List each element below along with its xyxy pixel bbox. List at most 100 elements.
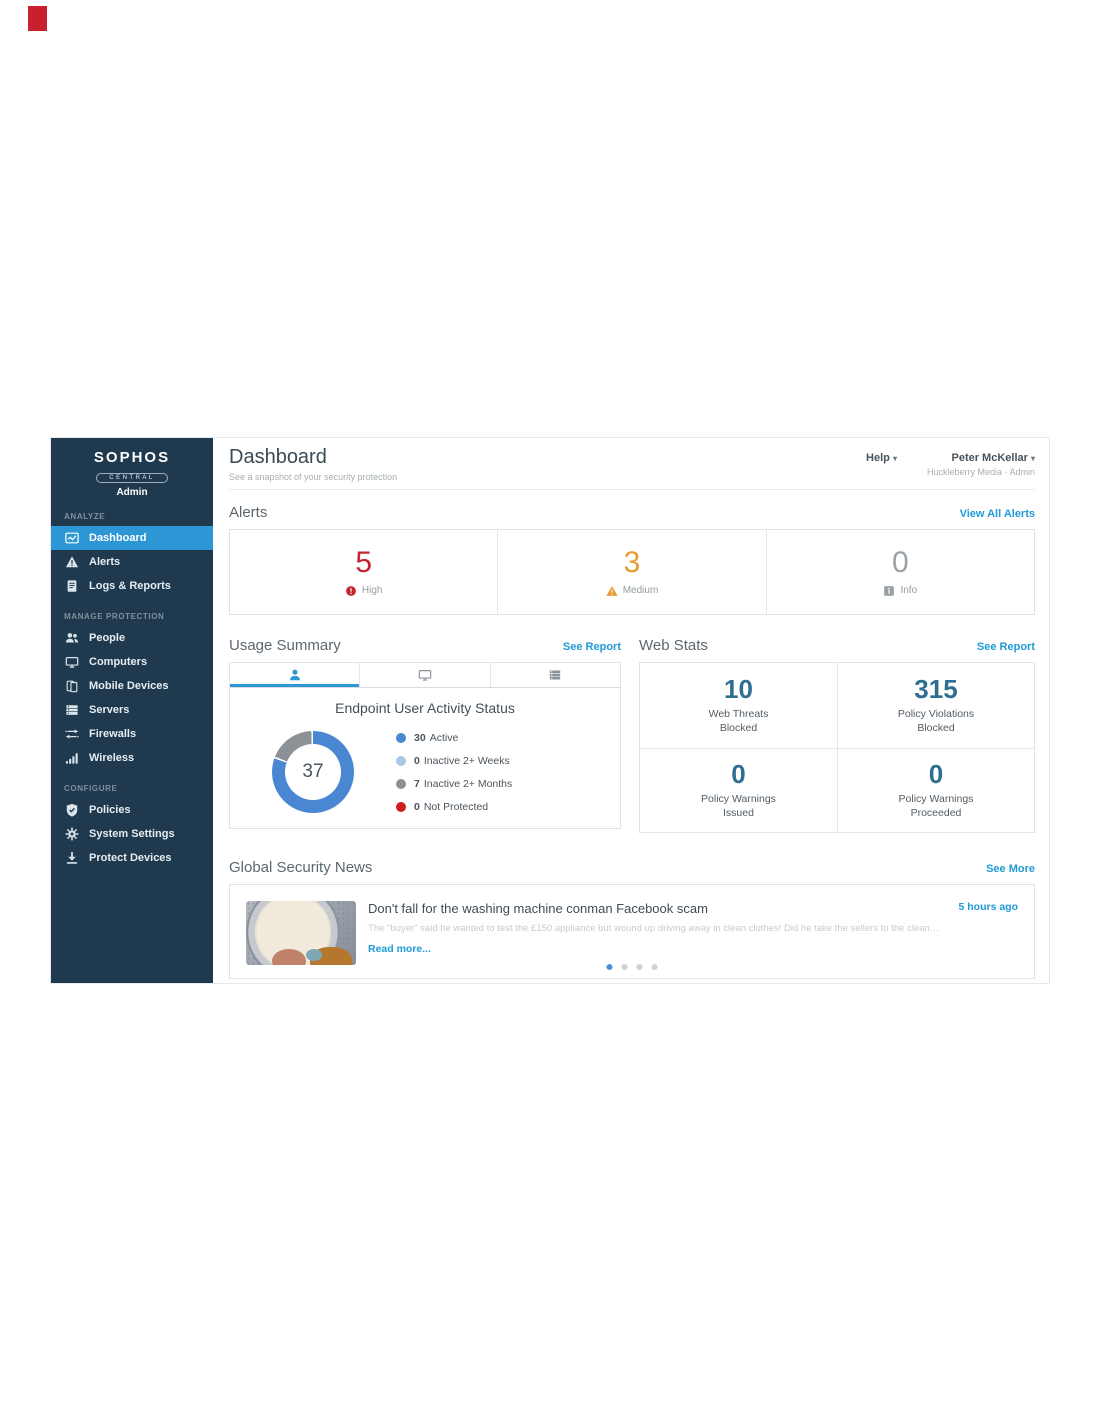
dashboard-icon xyxy=(64,530,80,546)
alert-info-label: Info xyxy=(900,585,918,596)
web-stats-panel: 10 Web Threats Blocked 315 Policy Violati… xyxy=(639,662,1035,833)
sidebar-item-wireless[interactable]: Wireless xyxy=(51,746,213,770)
sidebar-item-label: Protect Devices xyxy=(89,852,172,864)
brand-product-badge: CENTRAL xyxy=(96,473,168,483)
wireless-signal-icon xyxy=(64,750,80,766)
news-content: Don't fall for the washing machine conma… xyxy=(368,901,944,965)
page-subtitle: See a snapshot of your security protecti… xyxy=(229,472,398,482)
user-org: Huckleberry Media · Admin xyxy=(926,467,1035,477)
news-title[interactable]: Don't fall for the washing machine conma… xyxy=(368,901,708,916)
legend-item-inactive-weeks: 0 Inactive 2+ Weeks xyxy=(396,755,512,767)
tab-users[interactable] xyxy=(230,663,359,687)
page-header-left: Dashboard See a snapshot of your securit… xyxy=(229,446,397,482)
alerts-panel: 5 High 3 Medium 0 xyxy=(229,529,1035,615)
servers-icon xyxy=(550,670,561,680)
alerts-heading: Alerts xyxy=(229,504,268,521)
legend-dot-not-protected xyxy=(396,801,406,812)
alert-triangle-icon xyxy=(64,554,80,570)
news-heading: Global Security News xyxy=(229,859,373,876)
news-item: Don't fall for the washing machine conma… xyxy=(246,901,1018,965)
red-corner-artifact xyxy=(28,6,47,31)
sidebar-item-servers[interactable]: Servers xyxy=(51,698,213,722)
sidebar-item-people[interactable]: People xyxy=(51,626,213,650)
sidebar-section-analyze: ANALYZE xyxy=(64,512,106,521)
help-menu[interactable]: Help ▾ xyxy=(866,452,897,464)
sidebar-item-mobile-devices[interactable]: Mobile Devices xyxy=(51,674,213,698)
alerts-section: Alerts View All Alerts 5 High 3 Medium xyxy=(229,504,1035,615)
stat-label: Policy Warnings Proceeded xyxy=(898,792,974,819)
usage-see-report-link[interactable]: See Report xyxy=(562,641,621,653)
legend-item-active: 30 Active xyxy=(396,732,512,744)
alert-high-column[interactable]: 5 High xyxy=(230,530,497,614)
sidebar-item-policies[interactable]: Policies xyxy=(51,798,213,822)
sidebar-item-label: Mobile Devices xyxy=(89,680,169,692)
summary-row: Usage Summary See Report xyxy=(229,637,1035,833)
high-alert-icon xyxy=(346,585,356,596)
page-title: Dashboard xyxy=(229,446,327,468)
alert-info-column[interactable]: 0 Info xyxy=(765,530,1034,614)
donut-chart-title: Endpoint User Activity Status xyxy=(335,700,515,716)
brand-role: Admin xyxy=(116,487,148,498)
news-thumbnail-washing-machine[interactable] xyxy=(246,901,356,965)
usage-tabs xyxy=(230,663,620,688)
tab-servers[interactable] xyxy=(489,663,620,687)
brand-name: SOPHOS xyxy=(93,449,171,466)
alert-medium-column[interactable]: 3 Medium xyxy=(497,530,765,614)
stat-value: 0 xyxy=(928,758,944,789)
webstats-see-report-link[interactable]: See Report xyxy=(976,641,1035,653)
sidebar-item-label: Computers xyxy=(89,656,148,668)
chevron-down-icon: ▾ xyxy=(892,454,897,463)
sidebar-item-logs-reports[interactable]: Logs & Reports xyxy=(51,574,213,598)
carousel-dot-4[interactable] xyxy=(651,964,658,970)
alert-high-label: High xyxy=(361,585,383,596)
legend-item-inactive-months: 7 Inactive 2+ Months xyxy=(396,778,512,790)
stat-value: 315 xyxy=(914,673,958,704)
sidebar-section-manage-protection: MANAGE PROTECTION xyxy=(64,612,165,621)
sidebar-item-label: System Settings xyxy=(89,828,175,840)
sidebar-item-dashboard[interactable]: Dashboard xyxy=(51,526,213,550)
sidebar-item-computers[interactable]: Computers xyxy=(51,650,213,674)
carousel-dot-2[interactable] xyxy=(621,964,628,970)
stat-policy-warnings-issued: 0 Policy Warnings Issued xyxy=(640,747,837,833)
alert-high-count: 5 xyxy=(355,545,372,579)
monitor-icon xyxy=(418,670,432,681)
people-icon xyxy=(64,630,80,646)
sidebar-item-label: Dashboard xyxy=(89,532,147,544)
sidebar-item-system-settings[interactable]: System Settings xyxy=(51,822,213,846)
alert-medium-count: 3 xyxy=(623,545,641,579)
legend-dot-inactive-months xyxy=(396,778,406,789)
news-excerpt: The "buyer" said he wanted to test the £… xyxy=(368,923,945,934)
see-more-link[interactable]: See More xyxy=(986,863,1035,875)
global-security-news-section: Global Security News See More Don't fall… xyxy=(229,859,1035,979)
view-all-alerts-link[interactable]: View All Alerts xyxy=(959,508,1035,520)
chevron-down-icon: ▾ xyxy=(1030,454,1035,463)
sidebar-item-label: Alerts xyxy=(89,556,121,568)
carousel-dot-1[interactable] xyxy=(606,964,613,970)
carousel-dot-3[interactable] xyxy=(636,964,643,970)
stat-policy-violations-blocked: 315 Policy Violations Blocked xyxy=(837,663,1034,748)
sidebar-item-label: Servers xyxy=(89,704,130,716)
servers-icon xyxy=(64,702,80,718)
user-menu[interactable]: Peter McKellar ▾ xyxy=(951,452,1035,464)
sidebar-item-protect-devices[interactable]: Protect Devices xyxy=(51,846,213,870)
sidebar-item-alerts[interactable]: Alerts xyxy=(51,550,213,574)
donut-total: 37 xyxy=(285,744,341,800)
donut-chart: 37 xyxy=(272,731,354,813)
info-icon xyxy=(884,585,895,596)
usage-summary-panel: Endpoint User Activity Status 37 30 xyxy=(229,662,621,829)
tab-computers[interactable] xyxy=(359,663,489,687)
news-timestamp: 5 hours ago xyxy=(958,901,1018,913)
page-header-right: Help ▾ Peter McKellar ▾ Huckleberry Medi… xyxy=(866,446,1035,477)
main-content: Dashboard See a snapshot of your securit… xyxy=(213,438,1049,983)
monitor-icon xyxy=(64,654,80,670)
stat-policy-warnings-proceeded: 0 Policy Warnings Proceeded xyxy=(837,747,1034,832)
donut-legend: 30 Active 0 Inactive 2+ Weeks xyxy=(396,732,512,813)
mobile-devices-icon xyxy=(64,678,80,694)
stat-web-threats-blocked: 10 Web Threats Blocked xyxy=(640,663,837,748)
stat-label: Policy Violations Blocked xyxy=(897,707,975,734)
read-more-link[interactable]: Read more... xyxy=(368,943,432,955)
stat-value: 0 xyxy=(731,758,746,789)
sidebar-item-firewalls[interactable]: Firewalls xyxy=(51,722,213,746)
sidebar-item-label: People xyxy=(89,632,126,644)
stat-value: 10 xyxy=(724,673,753,704)
